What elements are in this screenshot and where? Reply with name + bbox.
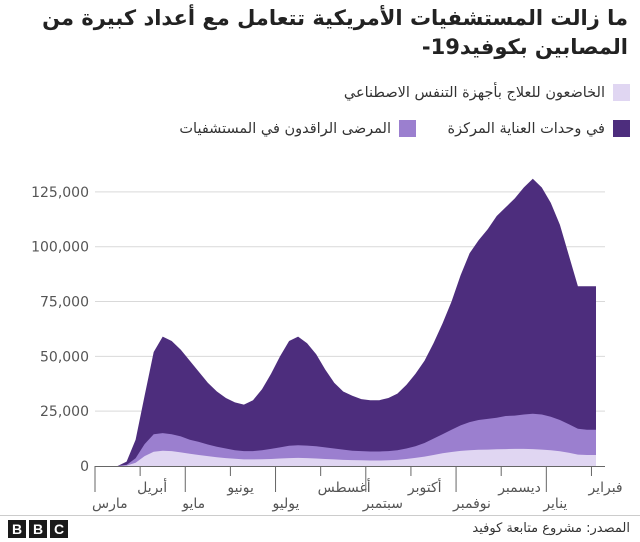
y-tick-label-50000: 50,000: [40, 349, 89, 365]
legend-item-ventilator: الخاضعون للعلاج بأجهزة التنفس الاصطناعي: [344, 84, 630, 101]
bbc-logo-letter-c: C: [50, 520, 68, 538]
legend-item-icu-dark: في وحدات العناية المركزة: [448, 120, 630, 137]
area-series-hospitalized: [95, 178, 596, 467]
legend-label-ventilator: الخاضعون للعلاج بأجهزة التنفس الاصطناعي: [343, 84, 605, 101]
chart-title: ما زالت المستشفيات الأمريكية تتعامل مع أ…: [42, 6, 628, 59]
y-tick-label-125000: 125,000: [31, 185, 89, 201]
x-tick-label-13: يناير: [542, 496, 567, 512]
x-tick-label-6: يونيو: [226, 480, 254, 496]
y-tick-label-75000: 75,000: [40, 295, 89, 311]
y-tick-label-25000: 25,000: [40, 404, 89, 420]
x-tick-label-3: مارس: [92, 496, 128, 512]
x-tick-label-12: ديسمبر: [497, 480, 541, 496]
y-tick-label-0: 0: [80, 459, 89, 475]
legend-label-icu-dark: في وحدات العناية المركزة: [447, 120, 605, 137]
area-series-icu: [95, 413, 596, 466]
y-tick-label-100000: 100,000: [31, 240, 89, 256]
bbc-logo: B B C: [8, 520, 68, 538]
x-tick-label-11: نوفمبر: [452, 496, 491, 512]
x-tick-label-9: سبتمبر: [362, 496, 403, 512]
axis-layer: 0 25,000 50,000 75,000 100,000 125,000 مارس أبر…: [31, 185, 623, 512]
legend-label-hospitalized-mid: المرضى الراقدون في المستشفيات: [179, 120, 391, 137]
x-tick-label-5: مايو: [181, 496, 205, 512]
x-tick-label-14: فبراير: [587, 480, 622, 496]
legend-swatch-icu-dark: [613, 120, 630, 137]
grid-layer: [95, 191, 605, 412]
x-tick-label-4: أبريل: [137, 478, 167, 496]
bbc-logo-letter-b2: B: [29, 520, 47, 538]
legend-item-hospitalized-mid: المرضى الراقدون في المستشفيات: [179, 120, 416, 137]
x-tick-label-7: يوليو: [272, 496, 300, 512]
legend-swatch-hospitalized-mid: [399, 120, 416, 137]
area-series-ventilator: [95, 448, 596, 466]
legend-swatch-ventilator: [613, 84, 630, 101]
x-tick-label-8: أغسطس: [318, 478, 371, 496]
x-tick-label-10: أكتوبر: [407, 478, 442, 496]
bbc-logo-letter-b1: B: [8, 520, 26, 538]
area-layer: [95, 178, 596, 467]
footer-divider: [0, 515, 640, 516]
source-note: المصدر: مشروع متابعة كوفيد: [472, 521, 630, 536]
